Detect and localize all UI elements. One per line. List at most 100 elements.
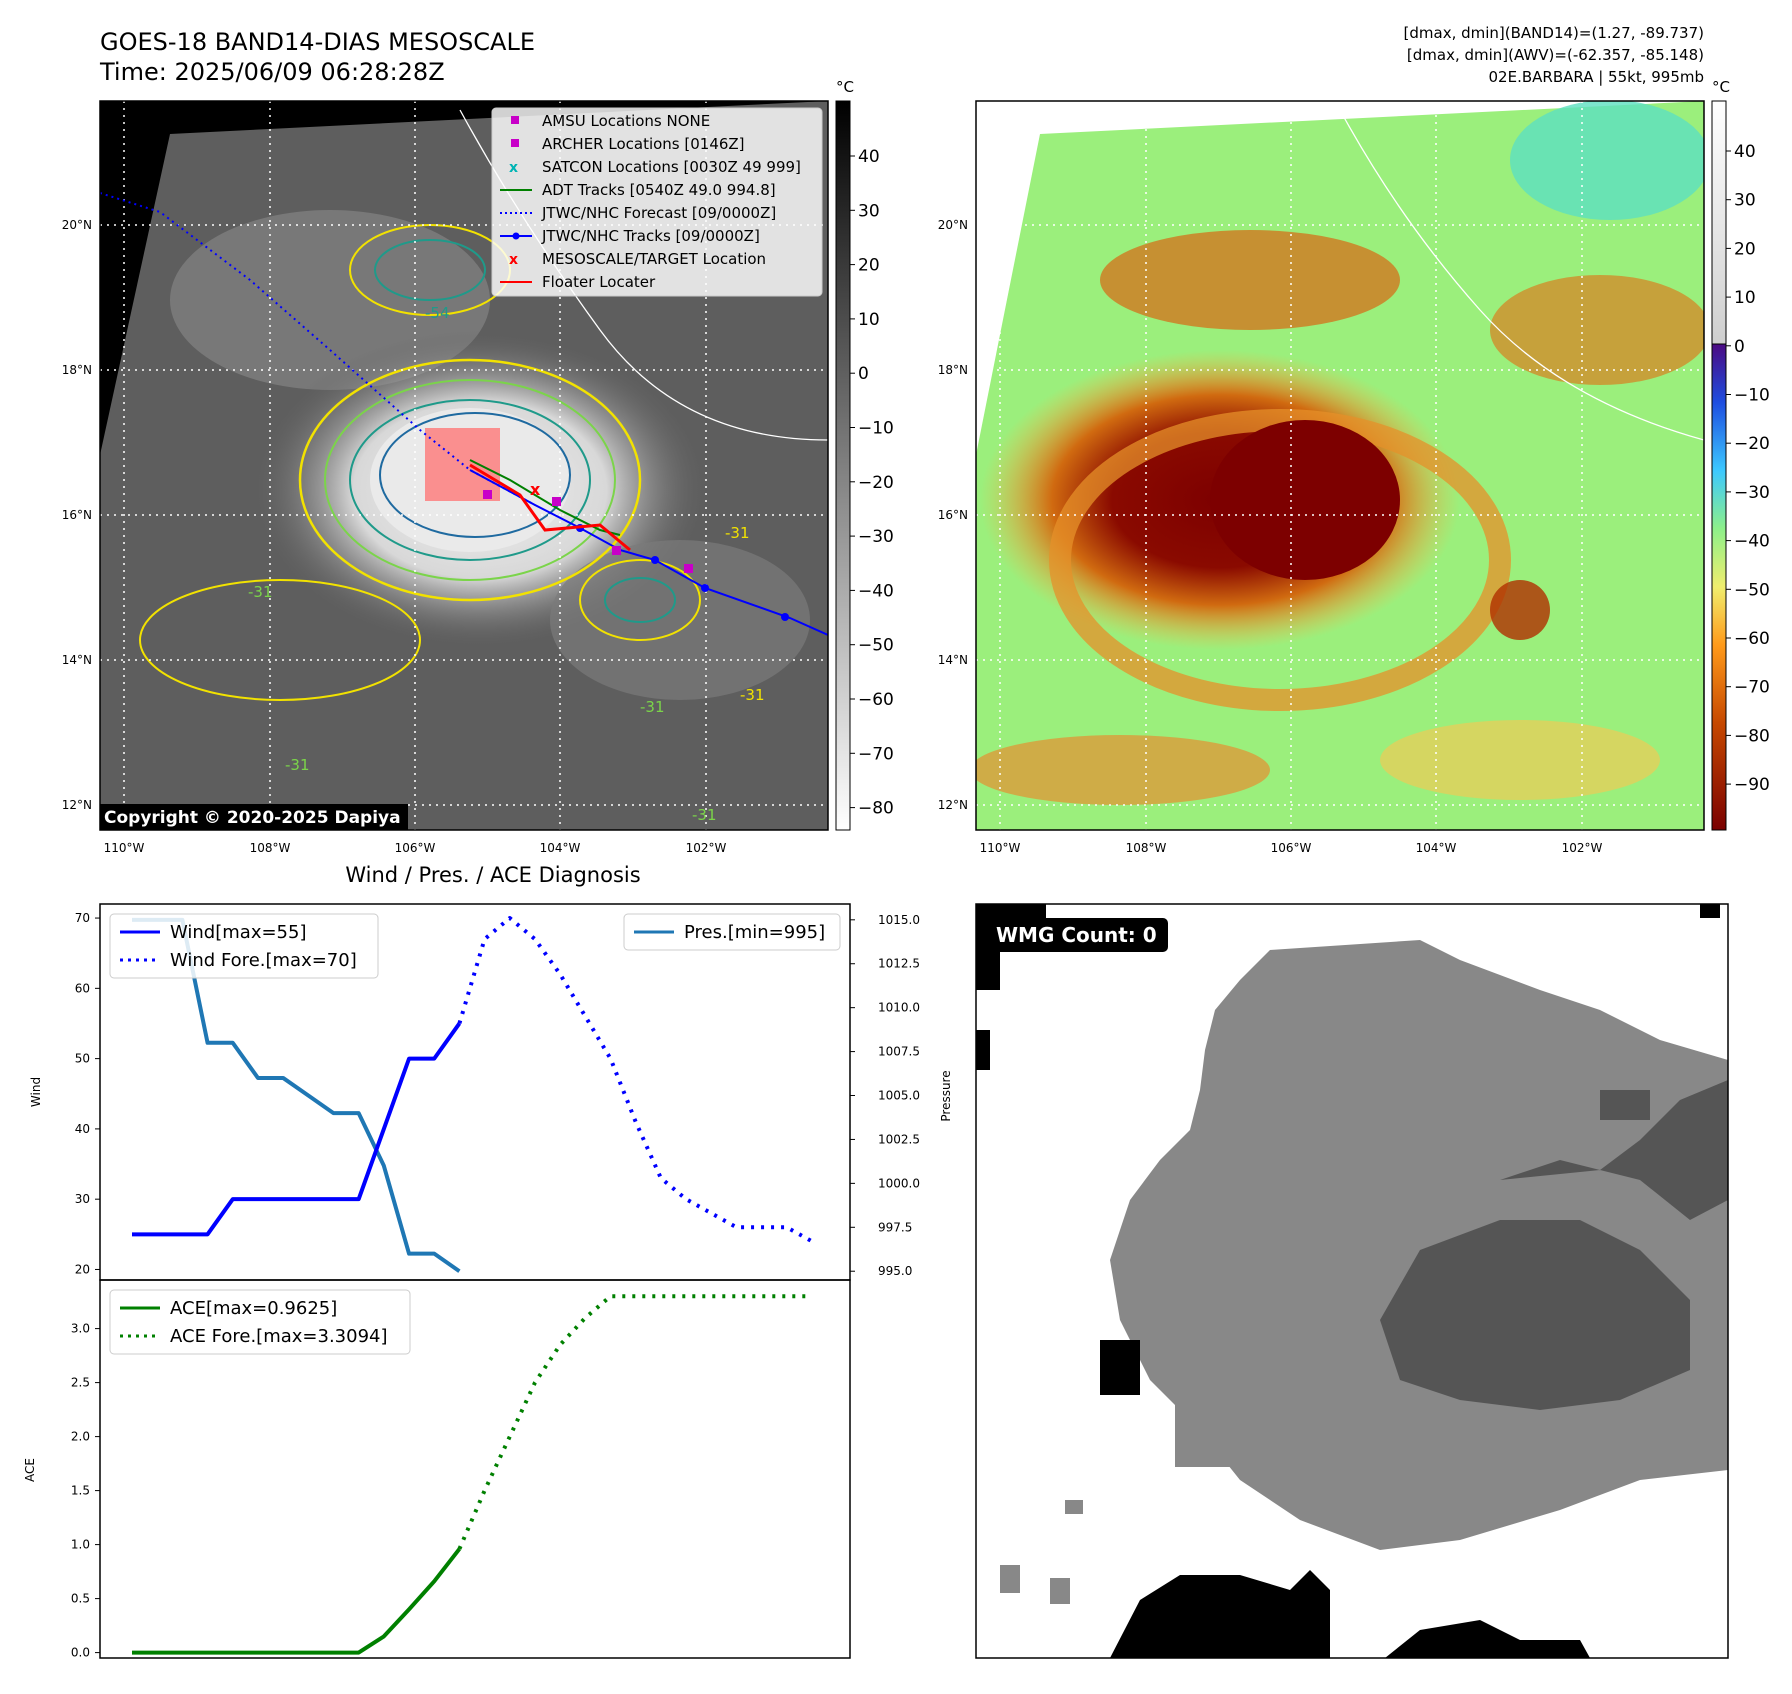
ace-tick-label: 2.5 (71, 1376, 90, 1390)
lat-tick: 18°N (62, 363, 92, 377)
ace-tick-label: 2.0 (71, 1430, 90, 1444)
contour-label: -54 (425, 304, 450, 322)
lat-tick: 18°N (938, 363, 968, 377)
lon-tick: 102°W (1562, 841, 1603, 855)
dmax-awv-text: [dmax, dmin](AWV)=(-62.357, -85.148) (1407, 46, 1704, 64)
wind-tick-label: 50 (75, 1052, 90, 1066)
ace-tick-label: 1.5 (71, 1484, 90, 1498)
ir-map-panel: x -54 -31 -31 -31 -31 -31 -31 AMSU Locat… (62, 78, 894, 855)
legend-wind-fore-text: Wind Fore.[max=70] (170, 950, 357, 971)
diagnosis-title: Wind / Pres. / ACE Diagnosis (345, 863, 640, 887)
colorbar-unit: °C (1712, 78, 1730, 96)
legend-item: SATCON Locations [0030Z 49 999] (542, 158, 801, 176)
colorbar-tick-label: 10 (858, 310, 880, 330)
legend-marker: x (509, 252, 518, 268)
colorbar-tick-label: −20 (1734, 434, 1770, 454)
legend-ace-text: ACE[max=0.9625] (170, 1298, 337, 1319)
legend-marker (511, 116, 519, 124)
colorbar-tick-label: −60 (1734, 629, 1770, 649)
ace-forecast-line (457, 1294, 812, 1550)
colorbar-tick-label: −30 (858, 527, 894, 547)
diagnosis-panel: Wind / Pres. / ACE Diagnosis Wind Pressu… (23, 863, 953, 1660)
copyright-box: Copyright © 2020-2025 Dapiya (100, 804, 408, 830)
colorbar-tick-label: 40 (1734, 142, 1756, 162)
legend-ace-fore-text: ACE Fore.[max=3.3094] (170, 1326, 388, 1347)
colorbar-tick-label: −70 (858, 744, 894, 764)
lat-tick: 14°N (62, 653, 92, 667)
legend-marker (500, 232, 532, 240)
svg-text:x: x (530, 480, 541, 499)
lon-tick: 102°W (686, 841, 727, 855)
colorbar-tick-label: −40 (858, 581, 894, 601)
contour-label: -31 (692, 806, 717, 824)
colorbar-tick-label: −50 (858, 636, 894, 656)
svg-text:x: x (509, 252, 518, 268)
legend-marker: x (509, 160, 518, 176)
map-legend: AMSU Locations NONE ARCHER Locations [01… (491, 107, 823, 297)
wmg-count-box: WMG Count: 0 (986, 918, 1168, 952)
colorbar-awv: °C 40 30 20 10 0 −10 −20 −30 −40 −50 −60 −70 −80 −90 (1711, 78, 1770, 831)
lat-tick: 12°N (62, 798, 92, 812)
colorbar-tick-label: 20 (1734, 239, 1756, 259)
colorbar-tick-label: −60 (858, 690, 894, 710)
storm-info-text: 02E.BARBARA | 55kt, 995mb (1489, 68, 1704, 86)
contour-label: -31 (248, 583, 273, 601)
svg-text:x: x (509, 160, 518, 176)
lat-tick: 16°N (62, 508, 92, 522)
lat-tick: 14°N (938, 653, 968, 667)
wmg-panel: WMG Count: 0 (975, 903, 1729, 1659)
figure-title: GOES-18 BAND14-DIAS MESOSCALE (100, 28, 535, 56)
colorbar-tick-label: −90 (1734, 775, 1770, 795)
pressure-axis-label: Pressure (939, 1070, 953, 1121)
legend-item: JTWC/NHC Tracks [09/0000Z] (541, 227, 760, 245)
pressure-tick-label: 1000.0 (878, 1176, 920, 1190)
ace-legend: ACE[max=0.9625] ACE Fore.[max=3.3094] (109, 1289, 411, 1355)
colorbar-tick-label: −10 (858, 419, 894, 439)
dmax-band14-text: [dmax, dmin](BAND14)=(1.27, -89.737) (1404, 24, 1704, 42)
legend-item: ADT Tracks [0540Z 49.0 994.8] (542, 181, 776, 199)
colorbar-tick-label: −20 (858, 473, 894, 493)
legend-item: JTWC/NHC Forecast [09/0000Z] (541, 204, 776, 222)
lon-tick: 104°W (1416, 841, 1457, 855)
wmg-count-text: WMG Count: 0 (996, 923, 1157, 947)
lon-tick: 110°W (104, 841, 145, 855)
lon-tick: 108°W (1126, 841, 1167, 855)
ace-axis-label: ACE (23, 1458, 37, 1482)
colorbar-tick-label: −40 (1734, 532, 1770, 552)
wind-tick-label: 30 (75, 1192, 90, 1206)
wind-tick-label: 40 (75, 1122, 90, 1136)
ace-tick-label: 0.5 (71, 1592, 90, 1606)
ace-tick-label: 1.0 (71, 1538, 90, 1552)
wind-axis-label: Wind (29, 1077, 43, 1107)
pressure-tick-label: 1015.0 (878, 913, 920, 927)
legend-marker (511, 139, 519, 147)
legend-item: AMSU Locations NONE (542, 112, 710, 130)
colorbar-tick-label: −70 (1734, 678, 1770, 698)
colorbar-tick-label: −50 (1734, 580, 1770, 600)
lon-tick: 110°W (980, 841, 1021, 855)
colorbar-tick-label: 0 (858, 364, 869, 384)
lon-tick: 106°W (1271, 841, 1312, 855)
pressure-legend: Pres.[min=995] (623, 913, 841, 951)
awv-map-panel: 110°W 108°W 106°W 104°W 102°W 20°N 18°N … (938, 78, 1770, 855)
lon-tick: 108°W (250, 841, 291, 855)
pressure-tick-label: 1005.0 (878, 1089, 920, 1103)
colorbar-tick-label: 40 (858, 147, 880, 167)
figure-time: Time: 2025/06/09 06:28:28Z (99, 58, 445, 86)
colorbar-unit: °C (836, 78, 854, 96)
contour-label: -31 (285, 756, 310, 774)
lat-tick: 20°N (938, 218, 968, 232)
contour-label: -31 (725, 524, 750, 542)
lat-tick: 12°N (938, 798, 968, 812)
colorbar-tick-label: −80 (858, 799, 894, 819)
colorbar-tick-label: 30 (1734, 191, 1756, 211)
wind-tick-label: 70 (75, 911, 90, 925)
legend-item: MESOSCALE/TARGET Location (542, 250, 766, 268)
lon-tick: 106°W (395, 841, 436, 855)
ace-line (132, 1547, 461, 1655)
colorbar-tick-label: −80 (1734, 726, 1770, 746)
legend-wind-text: Wind[max=55] (170, 922, 307, 943)
pressure-tick-label: 1002.5 (878, 1132, 920, 1146)
lon-tick: 104°W (540, 841, 581, 855)
wind-tick-label: 20 (75, 1262, 90, 1276)
